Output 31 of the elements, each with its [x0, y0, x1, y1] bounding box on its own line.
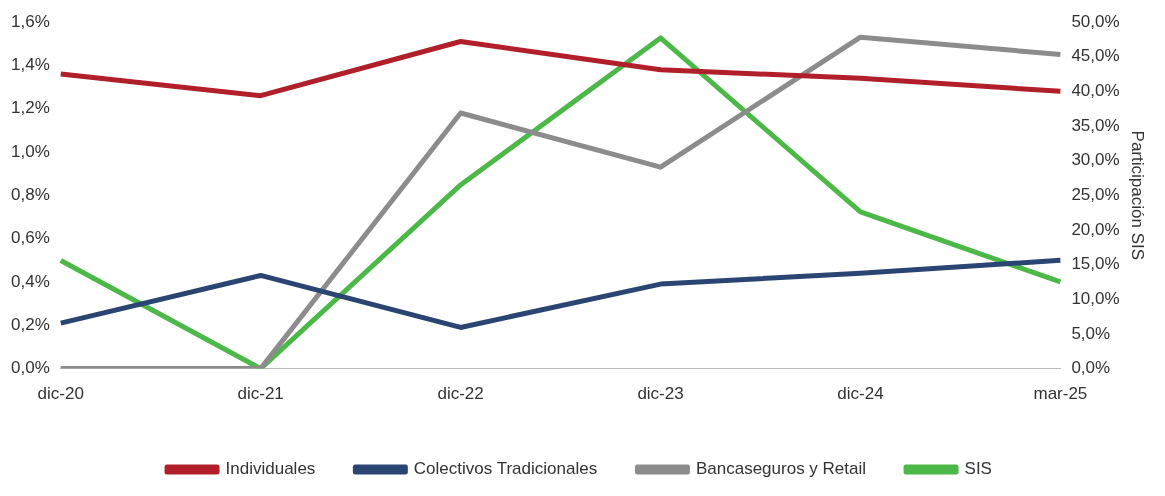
x-tick-label: dic-22 — [437, 384, 484, 404]
y-tick-label: 0,8% — [11, 184, 50, 204]
y-tick-label: 1,4% — [11, 55, 50, 75]
y2-tick-label: 20,0% — [1071, 219, 1120, 239]
legend-label: SIS — [964, 459, 992, 479]
y-tick-label: 0,0% — [11, 358, 50, 378]
x-tick-label: dic-21 — [237, 384, 284, 404]
y2-tick-label: 40,0% — [1071, 81, 1120, 101]
y2-tick-label: 0,0% — [1071, 358, 1111, 378]
y2-axis-title: Participación SIS — [1128, 130, 1148, 261]
y2-tick-label: 45,0% — [1071, 46, 1120, 66]
y2-tick-label: 30,0% — [1071, 150, 1120, 170]
y-tick-label: 0,4% — [11, 271, 50, 291]
legend-label: Individuales — [225, 459, 316, 479]
y-tick-label: 1,6% — [11, 11, 50, 31]
legend-label: Colectivos Tradicionales — [413, 459, 598, 479]
y-tick-label: 1,2% — [11, 98, 50, 118]
y2-tick-label: 10,0% — [1071, 288, 1120, 308]
y2-tick-label: 35,0% — [1071, 115, 1120, 135]
y2-tick-label: 5,0% — [1071, 323, 1111, 343]
y-tick-label: 1,0% — [11, 141, 50, 161]
x-tick-label: dic-20 — [37, 384, 84, 404]
y2-tick-label: 25,0% — [1071, 184, 1120, 204]
y-tick-label: 0,6% — [11, 228, 50, 248]
y2-tick-label: 15,0% — [1071, 254, 1120, 274]
x-tick-label: mar-25 — [1033, 384, 1088, 404]
y2-tick-label: 50,0% — [1071, 11, 1120, 31]
legend-label: Bancaseguros y Retail — [695, 459, 867, 479]
y-tick-label: 0,2% — [11, 314, 50, 334]
x-tick-label: dic-24 — [837, 384, 884, 404]
x-tick-label: dic-23 — [637, 384, 684, 404]
